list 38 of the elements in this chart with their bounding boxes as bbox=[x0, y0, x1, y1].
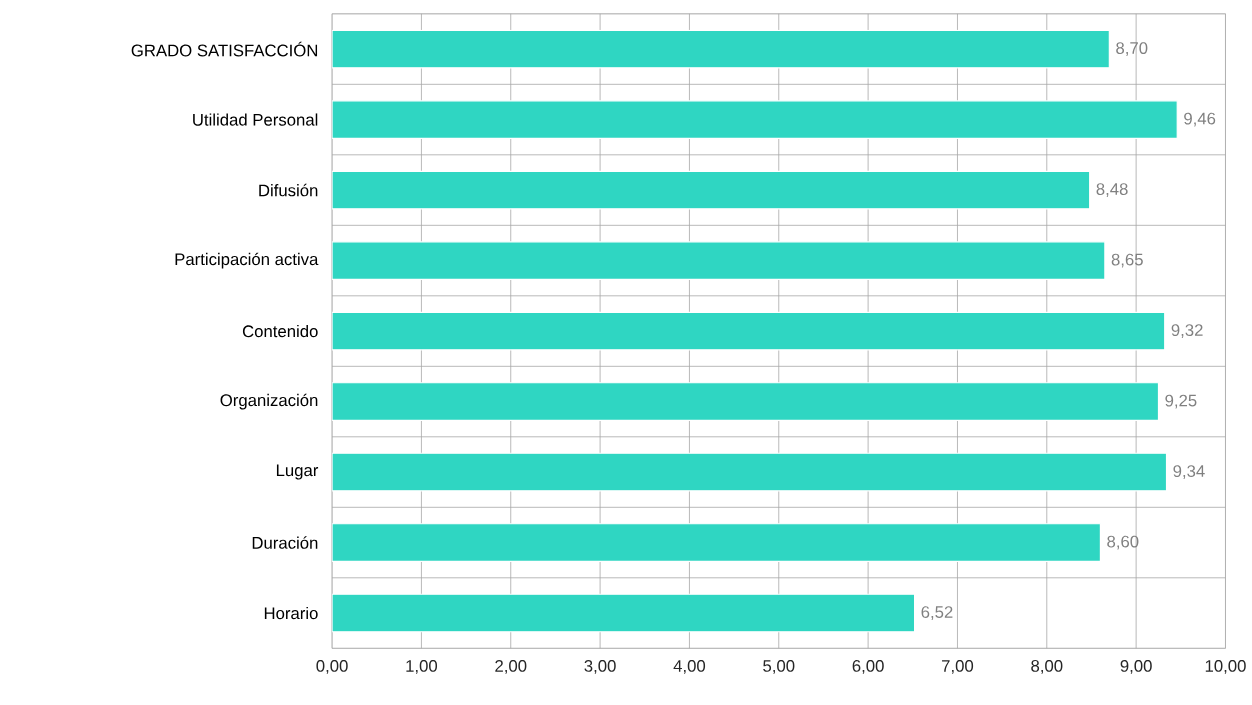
x-tick-label: 1,00 bbox=[406, 660, 438, 675]
bar bbox=[332, 100, 1178, 140]
bar bbox=[332, 29, 1110, 69]
bar bbox=[332, 452, 1168, 492]
y-tick-label: Contenido bbox=[242, 325, 318, 338]
bar bbox=[332, 523, 1101, 563]
x-tick-label: 2,00 bbox=[495, 660, 527, 675]
y-tick-label: Difusión bbox=[259, 184, 318, 197]
data-label: 9,46 bbox=[1184, 112, 1216, 127]
data-label: 6,52 bbox=[921, 606, 953, 621]
x-tick-label: 8,00 bbox=[1031, 660, 1063, 675]
bar bbox=[332, 311, 1166, 351]
y-tick-label: Organización bbox=[220, 393, 318, 410]
y-tick-label: Horario bbox=[264, 607, 318, 620]
x-tick-label: 10,00 bbox=[1205, 660, 1246, 675]
y-tick-label: Utilidad Personal bbox=[193, 113, 318, 126]
data-label: 8,48 bbox=[1096, 183, 1128, 198]
data-label: 8,70 bbox=[1116, 42, 1148, 57]
y-tick-label: Duración bbox=[252, 536, 318, 549]
bar bbox=[332, 382, 1160, 422]
x-tick-label: 6,00 bbox=[852, 660, 884, 675]
x-tick-label: 9,00 bbox=[1120, 660, 1152, 675]
bar bbox=[332, 241, 1106, 281]
data-label: 8,60 bbox=[1107, 535, 1139, 550]
x-tick-label: 7,00 bbox=[942, 660, 974, 675]
x-tick-label: 4,00 bbox=[673, 660, 706, 675]
data-label: 8,65 bbox=[1111, 253, 1143, 268]
x-tick-label: 3,00 bbox=[584, 660, 616, 675]
x-tick-label: 5,00 bbox=[763, 660, 795, 675]
y-tick-label: Lugar bbox=[276, 464, 319, 480]
bar bbox=[332, 170, 1091, 210]
y-tick-label: GRADO SATISFACCIÓN bbox=[131, 41, 318, 57]
data-label: 9,34 bbox=[1173, 465, 1205, 480]
data-label: 9,25 bbox=[1165, 394, 1197, 409]
data-label: 9,32 bbox=[1171, 324, 1203, 339]
x-tick-label: 0,00 bbox=[316, 660, 348, 675]
y-tick-label: Participación activa bbox=[175, 252, 319, 269]
bar bbox=[332, 593, 916, 633]
